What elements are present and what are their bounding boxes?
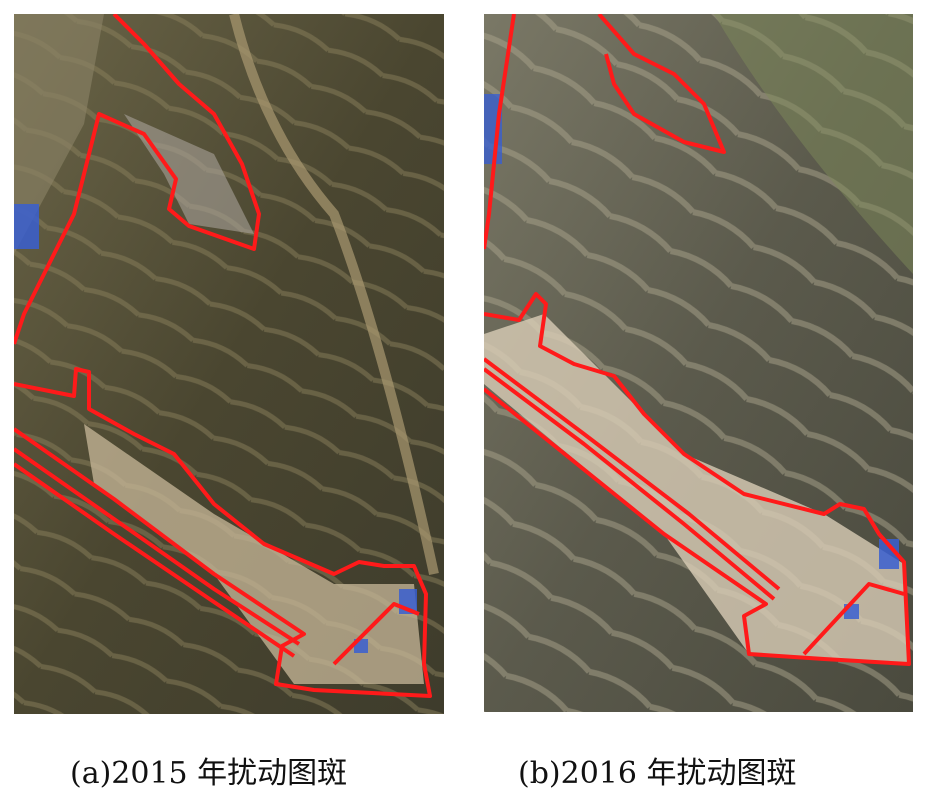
caption-a: (a)2015 年扰动图斑 <box>70 756 348 791</box>
satellite-image-2015 <box>14 14 444 714</box>
caption-b: (b)2016 年扰动图斑 <box>518 756 797 791</box>
satellite-image-2016 <box>484 14 913 712</box>
